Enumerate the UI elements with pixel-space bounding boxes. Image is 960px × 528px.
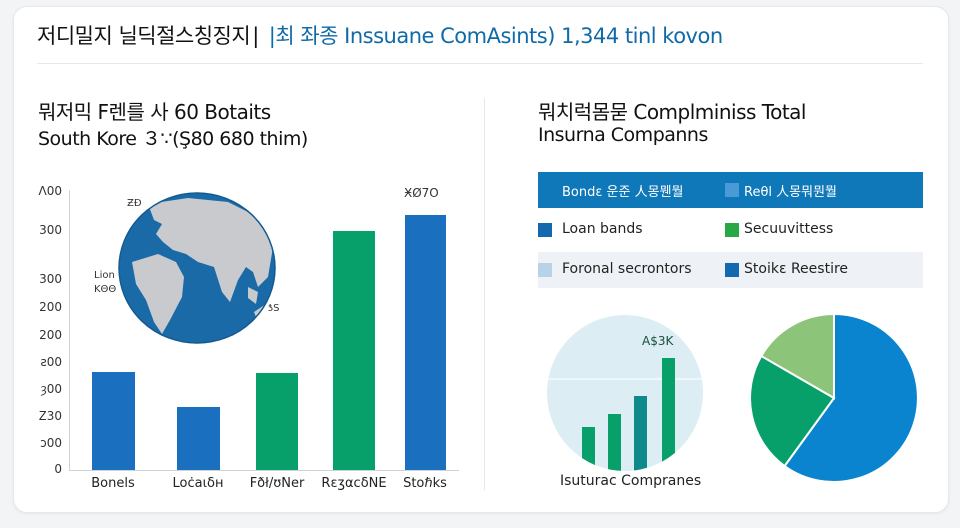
header-separator: | [252, 24, 259, 48]
mini-chart-value: A$3K [642, 334, 674, 348]
globe-icon [118, 192, 276, 344]
header-subtitle: |최 좌종 Inssuane ComAsints) 1,344 tinl kov… [268, 24, 723, 48]
bar-stocks[interactable] [405, 215, 446, 470]
x-label: Bonels [91, 476, 135, 491]
x-label: RεʒαcδNE [321, 476, 387, 491]
legend-item-stock-real-estate[interactable]: Stoikε Reestire [744, 261, 849, 277]
y-tick: ȝ00 [40, 382, 62, 396]
y-tick: ɔ00 [40, 436, 62, 450]
y-tick: ƨ00 [40, 355, 62, 369]
mini-bar-chart [547, 315, 703, 471]
legend-header: Bondε 운준 人몽뭰뭘 Reθl 人몽뭐뭔뭘 [538, 172, 923, 208]
header-divider [37, 63, 923, 64]
legend-header-label: Bondε 운준 人몽뭰뭘 [562, 185, 684, 200]
x-label: Fðł/ʊNer [249, 476, 305, 491]
y-tick: 300 [39, 272, 62, 286]
x-label: Stoℏks [403, 476, 447, 491]
legend-row: Loan bands Secuuvittess [538, 212, 923, 248]
right-chart-title: 뭐치럭몸묻 Complminiss Total [538, 100, 806, 124]
bar-value-label: ӾØ7Ο [404, 186, 439, 200]
bar-bonds[interactable] [92, 372, 135, 470]
y-tick: Ꮓ30 [39, 409, 62, 423]
globe-label: ƾS [268, 303, 280, 314]
legend-swatch [538, 263, 552, 277]
left-chart-subtitle: South Kore ３∵(Ş80 680 thim) [38, 128, 308, 150]
y-tick: Λ00 [38, 184, 62, 198]
legend-swatch [725, 183, 739, 197]
legend-item-loan-bands[interactable]: Loan bands [562, 221, 643, 237]
y-tick: 200 [39, 300, 62, 314]
left-chart-title: 뭐저믹 F렌를 사 60 Botaits [38, 100, 271, 124]
legend-item-foreign-securities[interactable]: Foronal secrontors [562, 261, 692, 277]
legend-header-label: Reθl 人몽뭐뭔뭘 [744, 185, 837, 200]
x-label: Loċaιδʜ [172, 476, 224, 491]
bar-real-estate[interactable] [333, 231, 375, 470]
y-tick: 200 [39, 328, 62, 342]
globe-label: Lion [94, 270, 115, 281]
legend-swatch [538, 223, 552, 237]
mini-chart-caption: Isuturac Compranes [560, 473, 702, 489]
legend-item-securities[interactable]: Secuuvittess [744, 221, 834, 237]
y-axis [69, 190, 70, 471]
legend-swatch [725, 263, 739, 277]
pie-chart [749, 312, 919, 483]
x-axis [69, 470, 459, 471]
right-chart-subtitle: Insurna Companns [538, 124, 708, 146]
legend-row: Foronal secrontors Stoikε Reestire [538, 252, 923, 288]
panel-divider [484, 98, 485, 490]
legend-swatch [725, 223, 739, 237]
globe-label: ƵÐ [127, 198, 142, 209]
y-tick: 300 [39, 223, 62, 237]
y-tick: 0 [54, 462, 62, 476]
bar-loans[interactable] [177, 407, 220, 470]
bar-securities[interactable] [256, 373, 298, 470]
globe-label: ΚΘΘ [94, 284, 117, 295]
page-header: 저디밀지 닐딕절스칭징지| |최 좌종 Inssuane ComAsints) 1… [37, 20, 723, 50]
header-title: 저디밀지 닐딕절스칭징지 [37, 24, 251, 48]
